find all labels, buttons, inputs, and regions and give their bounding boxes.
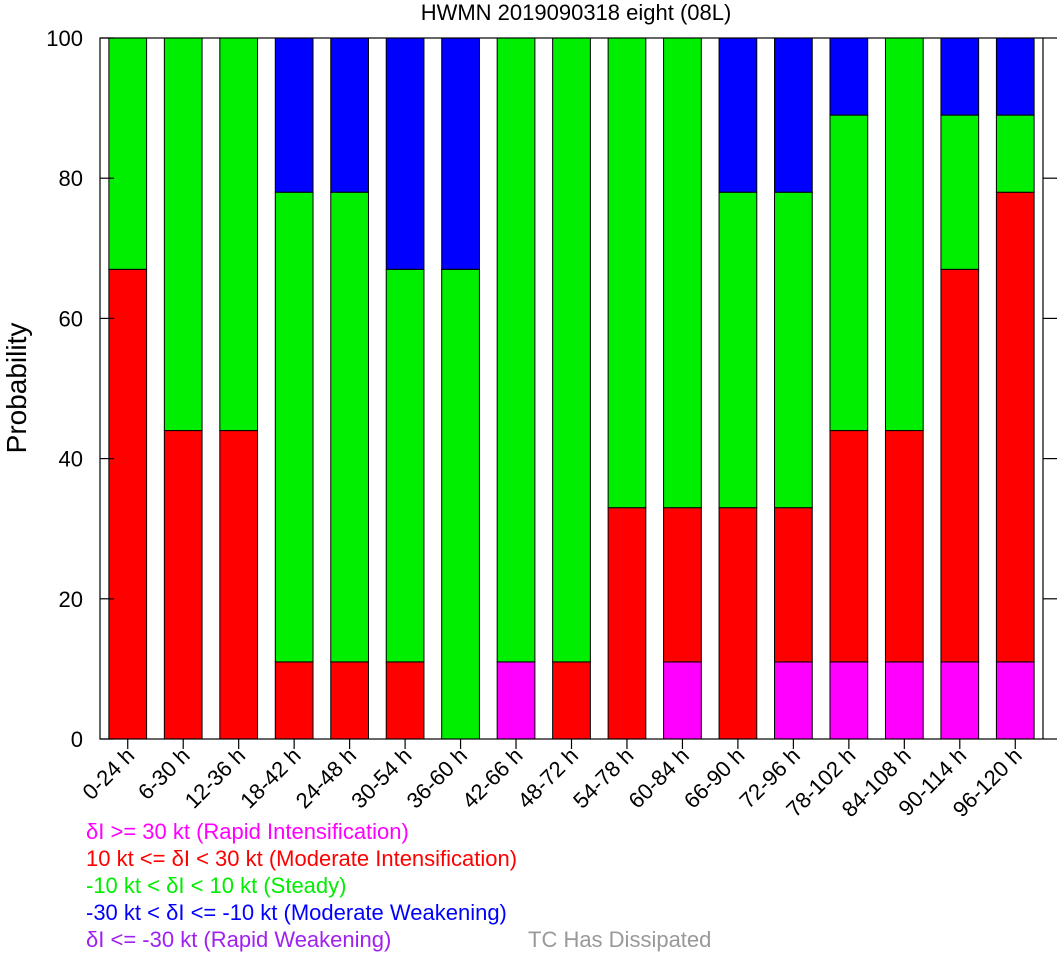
bar-steady-6 xyxy=(385,268,425,663)
y-tick-label: 100 xyxy=(46,26,83,51)
bar-moderate-intensification-2 xyxy=(163,430,203,740)
y-tick-label: 80 xyxy=(59,166,83,191)
bar-moderate-intensification-13 xyxy=(774,507,813,663)
bar-steady-2 xyxy=(163,37,203,432)
bar-moderate-intensification-3 xyxy=(219,430,259,740)
y-axis-label: Probability xyxy=(1,323,32,454)
bar-steady-3 xyxy=(219,37,259,432)
y-ticks-group: 0 20 40 60 80 100 xyxy=(46,26,1057,752)
bar-steady-15 xyxy=(884,37,924,432)
x-tick-label: 36-60 h xyxy=(402,743,472,813)
legend-steady: -10 kt < δI < 10 kt (Steady) xyxy=(86,873,347,898)
bar-steady-10 xyxy=(607,37,647,509)
bar-moderate-intensification-1 xyxy=(108,268,148,740)
x-tick-label: 42-66 h xyxy=(457,743,527,813)
bar-moderate-intensification-4 xyxy=(274,661,314,740)
bar-moderate-weakening-5 xyxy=(330,37,369,193)
bar-steady-14 xyxy=(829,114,869,432)
x-tick-label: 54-78 h xyxy=(568,743,638,813)
y-tick-label: 60 xyxy=(59,306,83,331)
bar-moderate-intensification-12 xyxy=(718,507,758,740)
dissipated-label: TC Has Dissipated xyxy=(528,927,712,952)
x-tick-label: 66-90 h xyxy=(679,743,749,813)
legend-rapid-weakening: δI <= -30 kt (Rapid Weakening) xyxy=(86,927,392,952)
bars-group xyxy=(108,37,1035,740)
legend-rapid-intensification: δI >= 30 kt (Rapid Intensification) xyxy=(86,819,409,844)
bar-moderate-weakening-16 xyxy=(940,37,980,116)
bar-moderate-intensification-5 xyxy=(330,661,369,740)
bar-steady-11 xyxy=(663,37,702,509)
x-tick-label: 60-84 h xyxy=(624,743,694,813)
bar-moderate-weakening-14 xyxy=(829,37,869,116)
bar-steady-12 xyxy=(718,191,758,509)
y-tick-label: 40 xyxy=(59,447,83,472)
bar-moderate-intensification-6 xyxy=(385,661,425,740)
bar-moderate-weakening-6 xyxy=(385,37,425,270)
bar-rapid-intensification-8 xyxy=(496,661,536,740)
bar-rapid-intensification-17 xyxy=(995,661,1035,740)
bar-moderate-intensification-10 xyxy=(607,507,647,740)
bar-moderate-intensification-11 xyxy=(663,507,702,663)
x-tick-label: 12-36 h xyxy=(180,743,250,813)
x-tick-label: 48-72 h xyxy=(513,743,583,813)
bar-moderate-weakening-17 xyxy=(995,37,1035,116)
legend-moderate-intensification: 10 kt <= δI < 30 kt (Moderate Intensific… xyxy=(86,846,518,871)
x-ticks-group: 0-24 h6-30 h12-36 h18-42 h24-48 h30-54 h… xyxy=(77,739,1027,820)
chart-title: HWMN 2019090318 eight (08L) xyxy=(421,0,732,25)
x-tick-label: 30-54 h xyxy=(346,743,416,813)
y-tick-label: 0 xyxy=(71,727,83,752)
bar-rapid-intensification-11 xyxy=(663,661,702,740)
bar-steady-5 xyxy=(330,191,369,663)
bar-steady-13 xyxy=(774,191,813,509)
bar-steady-8 xyxy=(496,37,536,663)
bar-moderate-intensification-15 xyxy=(884,430,924,663)
legend: δI >= 30 kt (Rapid Intensification) 10 k… xyxy=(86,818,517,953)
bar-moderate-intensification-17 xyxy=(995,191,1035,663)
bar-moderate-weakening-4 xyxy=(274,37,314,193)
bar-moderate-weakening-13 xyxy=(774,37,813,193)
bar-rapid-intensification-15 xyxy=(884,661,924,740)
legend-moderate-weakening: -30 kt < δI <= -10 kt (Moderate Weakenin… xyxy=(86,900,507,925)
bar-steady-4 xyxy=(274,191,314,663)
bar-moderate-weakening-7 xyxy=(441,37,480,270)
stacked-bar-chart: HWMN 2019090318 eight (08L) Probability … xyxy=(1,0,1057,820)
bar-moderate-intensification-9 xyxy=(552,661,591,740)
bar-steady-7 xyxy=(441,268,480,740)
bar-steady-16 xyxy=(940,114,980,270)
x-tick-label: 24-48 h xyxy=(291,743,361,813)
x-tick-label: 18-42 h xyxy=(235,743,305,813)
bar-moderate-weakening-12 xyxy=(718,37,758,193)
bar-rapid-intensification-16 xyxy=(940,661,980,740)
bar-steady-17 xyxy=(995,114,1035,193)
bar-moderate-intensification-16 xyxy=(940,268,980,663)
bar-moderate-intensification-14 xyxy=(829,430,869,663)
bar-steady-1 xyxy=(108,37,148,270)
x-tick-label: 0-24 h xyxy=(77,743,139,805)
bar-rapid-intensification-14 xyxy=(829,661,869,740)
bar-rapid-intensification-13 xyxy=(774,661,813,740)
y-tick-label: 20 xyxy=(59,587,83,612)
bar-steady-9 xyxy=(552,37,591,663)
